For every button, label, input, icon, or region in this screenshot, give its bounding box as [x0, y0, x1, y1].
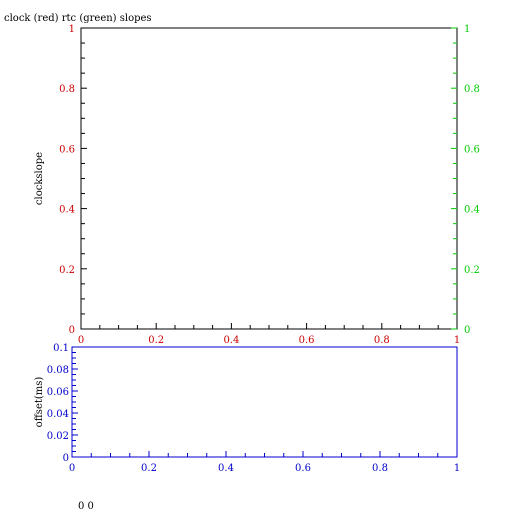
chart-title: clock (red) rtc (green) slopes — [4, 13, 152, 24]
bottom-y-tick-label: 0.06 — [47, 387, 69, 398]
top-y2-tick-label: 0.2 — [464, 265, 480, 276]
top-y2-tick-label: 0.4 — [464, 205, 480, 216]
top-y-tick-label: 0.4 — [59, 205, 75, 216]
top-y-tick-label: 0.2 — [59, 265, 75, 276]
top-y2-tick-label: 0 — [464, 325, 470, 336]
top-y2-tick-label: 1 — [464, 24, 470, 35]
bottom-y-tick-label: 0.08 — [47, 365, 69, 376]
bottom-x-tick-label: 0.8 — [372, 463, 388, 474]
bottom-y-tick-label: 0.02 — [47, 431, 69, 442]
status-readout: 0 0 — [78, 501, 94, 512]
bottom-y-axis-label: offset(ms) — [34, 377, 45, 428]
top-x-tick-label: 0 — [78, 335, 84, 346]
top-y-tick-label: 0.8 — [59, 84, 75, 95]
bottom-x-tick-label: 1 — [454, 463, 460, 474]
top-x-tick-label: 0.4 — [223, 335, 239, 346]
top-y2-tick-label: 0.6 — [464, 144, 480, 155]
top-y-axis-label: clockslope — [34, 152, 45, 205]
bottom-plot-frame — [71, 346, 458, 458]
bottom-y-tick-label: 0.04 — [47, 409, 69, 420]
top-y2-tick-label: 0.8 — [464, 84, 480, 95]
top-x-tick-label: 0.2 — [148, 335, 164, 346]
top-y-tick-label: 0.6 — [59, 144, 75, 155]
top-x-tick-label: 0.6 — [299, 335, 315, 346]
top-x-tick-label: 0.8 — [374, 335, 390, 346]
bottom-x-tick-label: 0.6 — [295, 463, 311, 474]
top-y-tick-label: 1 — [69, 24, 75, 35]
top-plot-frame — [80, 27, 458, 330]
bottom-x-tick-label: 0.4 — [218, 463, 234, 474]
top-y-tick-label: 0 — [69, 325, 75, 336]
bottom-y-tick-label: 0 — [63, 453, 69, 464]
bottom-x-tick-label: 0.2 — [141, 463, 157, 474]
bottom-y-tick-label: 0.1 — [53, 343, 69, 354]
top-x-tick-label: 1 — [454, 335, 460, 346]
bottom-x-tick-label: 0 — [69, 463, 75, 474]
